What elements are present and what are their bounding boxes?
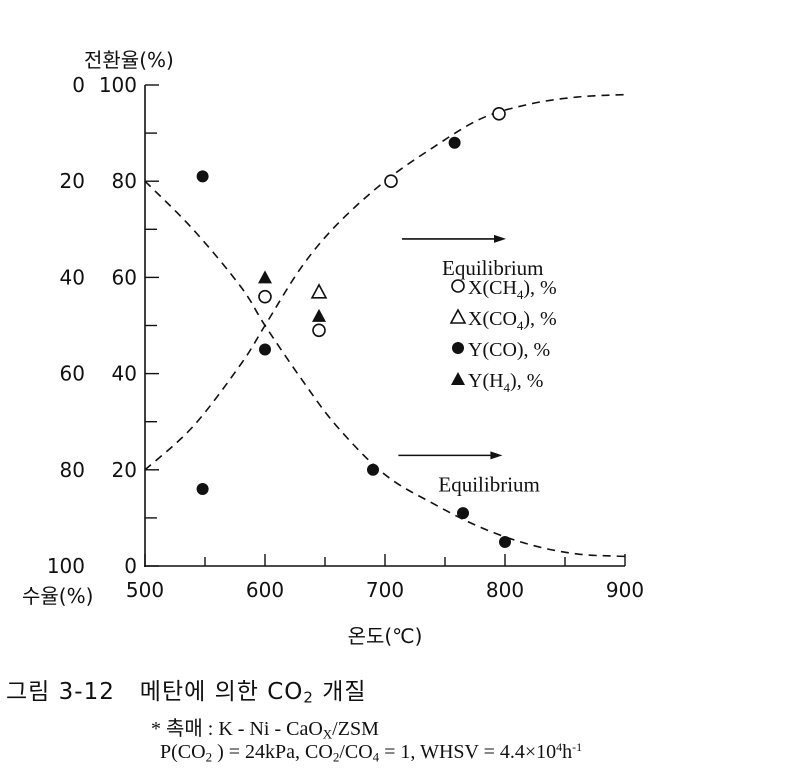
equilibrium-curve-falling [144,180,626,558]
figure-title-tail: 개질 [313,679,367,705]
x-tick-label: 700 [366,578,404,602]
legend-label: Y(CO), % [468,339,550,361]
y-tick-label-outer: 60 [60,362,85,386]
legend-marker [449,308,467,324]
conditions-note: P(CO2 ) = 24kPa, CO2/CO4 = 1, WHSV = 4.4… [160,740,583,765]
y-tick-label-inner: 0 [124,554,137,578]
y-axis-title-conversion: 전환율(%) [84,48,174,72]
equilibrium-arrow-head [490,451,503,460]
equilibrium-curve-rising [144,93,626,471]
figure-number: 그림 3-12 [6,679,115,705]
annotations: Equilibrium Equilibrium [398,234,544,496]
data-point-series-3 [448,136,461,149]
equilibrium-curves [144,93,626,558]
y-axis-title-yield: 수율(%) [22,584,93,608]
x-tick-label: 500 [126,578,164,602]
catalyst-tail: /ZSM [332,718,379,740]
x-tick-label: 900 [606,578,644,602]
data-point-series-3 [196,170,209,183]
y-tick-label-outer: 40 [60,265,85,289]
legend-marker [451,372,465,385]
legend-label: X(CH4), % [468,277,557,302]
data-point-series-1 [384,174,398,188]
catalyst-note: * 촉매 : K - Ni - CaOX/ZSM [151,712,379,742]
figure-title-subscript: 2 [303,688,314,707]
equilibrium-label: Equilibrium [438,472,540,496]
axes [144,84,626,567]
data-point-series-4 [312,308,326,322]
catalyst-subscript: X [322,726,333,742]
y-tick-label-outer: 20 [60,169,85,193]
y-tick-label-inner: 100 [99,73,137,97]
legend-label: X(CO4), % [468,308,557,333]
figure-title: 메탄에 의한 CO [139,679,304,705]
data-point-series-3 [196,483,209,496]
legend-marker [452,342,464,354]
y-tick-label-outer: 100 [47,554,85,578]
figure-caption: 그림 3-12 메탄에 의한 CO2 개질 [6,672,367,707]
data-points [196,107,511,548]
data-point-series-3 [457,507,469,520]
x-tick-label: 600 [246,578,284,602]
y-tick-label-outer: 80 [60,458,85,482]
y-tick-label-inner: 60 [112,265,137,289]
data-point-series-1 [492,107,506,121]
data-point-series-1 [312,323,326,338]
y-tick-label-outer: 0 [72,73,85,97]
y-tick-label-inner: 20 [112,458,137,482]
x-axis-title: 온도(℃) [348,624,423,648]
legend-label: Y(H4), % [468,370,543,395]
data-point-series-4 [258,270,272,284]
y-tick-label-inner: 40 [112,362,137,386]
legend-marker [451,279,465,293]
catalyst-text: * 촉매 : K - Ni - CaO [151,718,323,740]
equilibrium-arrow-head [494,234,506,243]
y-tick-label-inner: 80 [112,169,137,193]
x-tick-label: 800 [486,578,524,602]
data-point-series-2 [310,283,328,299]
data-point-series-3 [259,343,271,356]
data-point-series-3 [367,463,379,476]
data-point-series-3 [499,535,511,548]
data-point-series-1 [258,289,272,304]
legend: X(CH4), % X(CO4), % Y(CO), % Y(H4), % [449,277,557,395]
equilibrium-label: Equilibrium [442,256,544,280]
